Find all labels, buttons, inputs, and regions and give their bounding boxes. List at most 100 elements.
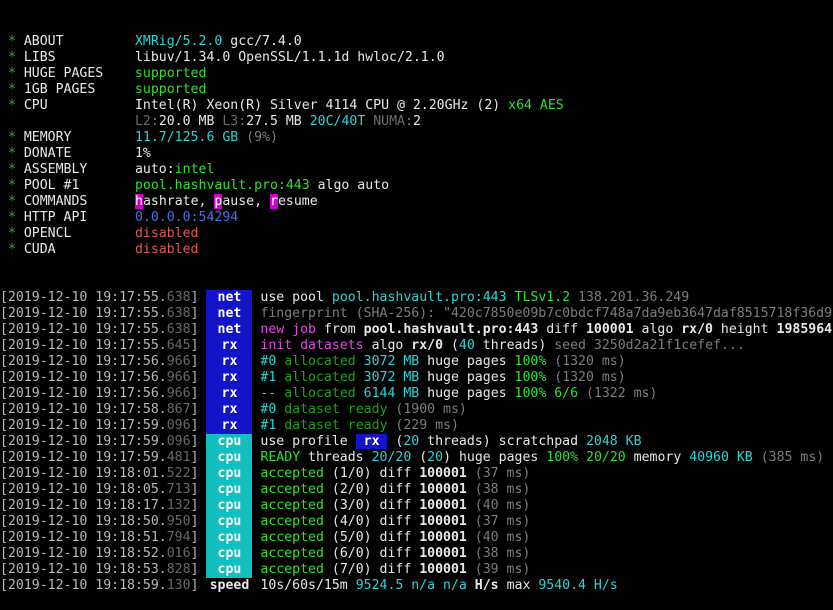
info-row: * CUDA disabled	[0, 242, 833, 258]
command-label-hashrate[interactable]: ashrate,	[142, 194, 215, 209]
l2-value: 20.0 MB	[158, 114, 223, 129]
log-timestamp: [2019-12-10 19:17:55.	[0, 306, 167, 321]
info-row: * 1GB PAGES supported	[0, 82, 833, 98]
cpu-model: Intel(R) Xeon(R) Silver 4114 CPU @ 2.20G…	[134, 98, 477, 113]
log-segment-3: diff	[538, 322, 586, 337]
log-segment-5: 100%	[514, 370, 547, 385]
log-timestamp-ms: 645	[166, 338, 191, 353]
bullet-icon: *	[0, 242, 24, 257]
command-label-resume[interactable]: esume	[277, 194, 318, 209]
log-segment-1: dataset ready	[276, 418, 388, 433]
log-segment-1: (5/0)	[323, 530, 372, 545]
log-segment-5: 100%	[514, 386, 547, 401]
log-timestamp-end: ]	[190, 514, 207, 529]
log-line: [2019-12-10 19:17:56.966] rx #1 allocate…	[0, 370, 833, 386]
log-line: [2019-12-10 19:18:52.016] cpu accepted (…	[0, 546, 833, 562]
log-segment-1: allocated	[276, 354, 364, 369]
log-segment-5: )	[443, 450, 452, 465]
log-segment-3: 138.201.36.249	[578, 290, 690, 305]
log-segment-4: 100001	[585, 322, 634, 337]
command-key-resume[interactable]: r	[270, 194, 278, 209]
info-row-label: LIBS	[23, 50, 135, 65]
log-timestamp-ms: 638	[166, 290, 191, 305]
log-timestamp-end: ]	[190, 498, 207, 513]
donate-value: 1%	[134, 146, 151, 161]
log-timestamp-end: ]	[190, 434, 207, 449]
bullet-icon: *	[0, 178, 24, 193]
log-timestamp-ms: 867	[166, 402, 191, 417]
command-key-hashrate[interactable]: h	[134, 194, 143, 209]
log-segment-3: 100001	[419, 498, 467, 513]
memory-percent: (9%)	[246, 130, 278, 145]
log-segment-3: (	[443, 338, 459, 353]
info-row: * LIBS libuv/1.34.0 OpenSSL/1.1.1d hwloc…	[0, 50, 833, 66]
log-segment-1: (7/0)	[323, 562, 372, 577]
bullet-icon: *	[0, 194, 24, 209]
log-segment-1: (4/0)	[323, 514, 372, 529]
log-timestamp: [2019-12-10 19:17:59.	[0, 418, 167, 433]
log-timestamp-ms: 966	[166, 386, 191, 401]
log-tag-cpu: cpu	[206, 434, 253, 450]
log-segment-2: n/a n/a	[403, 578, 475, 593]
log-timestamp-ms: 713	[166, 482, 191, 497]
log-timestamp-end: ]	[190, 402, 207, 417]
log-segment-3: 100001	[419, 482, 467, 497]
log-segment-2: diff	[371, 466, 420, 481]
log-timestamp-ms: 522	[166, 466, 191, 481]
log-segment-2: diff	[371, 562, 420, 577]
log-timestamp: [2019-12-10 19:18:52.	[0, 546, 167, 561]
http-api-address[interactable]: 0.0.0.0:54294	[134, 210, 239, 225]
log-segment-2: 3072	[363, 354, 396, 369]
log-segment-3: 20	[403, 434, 420, 449]
log-segment-0: accepted	[260, 546, 324, 561]
log-segment-3: MB	[395, 370, 420, 385]
log-segment-0: use pool	[260, 290, 332, 305]
log-timestamp-end: ]	[190, 578, 207, 593]
log-segment-0: accepted	[260, 562, 324, 577]
info-row-label: ABOUT	[23, 34, 135, 49]
log-segment-4: (38 ms)	[466, 482, 531, 497]
log-segment-5: scratchpad	[490, 434, 586, 449]
core-thread-count: 20C/40T	[309, 114, 374, 129]
log-segment-0: new job	[260, 322, 316, 337]
log-tag-cpu: cpu	[206, 562, 253, 578]
log-segment-3: MB	[395, 386, 420, 401]
log-segment-0: #0	[260, 354, 277, 369]
log-tag-gap	[252, 578, 260, 593]
log-line: [2019-12-10 19:17:55.638] net new job fr…	[0, 322, 833, 338]
log-timestamp-ms: 828	[166, 562, 191, 577]
log-timestamp: [2019-12-10 19:18:59.	[0, 578, 167, 593]
log-line: [2019-12-10 19:18:51.794] cpu accepted (…	[0, 530, 833, 546]
log-line: [2019-12-10 19:18:59.130] speed 10s/60s/…	[0, 578, 833, 594]
info-row-label: 1GB PAGES	[23, 82, 135, 97]
assembly-mode: auto:	[134, 162, 175, 177]
command-label-pause[interactable]: ause,	[222, 194, 270, 209]
command-key-pause[interactable]: p	[214, 194, 223, 209]
log-timestamp-end: ]	[190, 418, 207, 433]
terminal-window[interactable]: * ABOUT XMRig/5.2.0 gcc/7.4.0 * LIBS lib…	[0, 0, 833, 593]
bullet-icon: *	[0, 162, 24, 177]
log-segment-4: (37 ms)	[466, 514, 531, 529]
cpu-cache-row: L2:20.0 MB L3:27.5 MB 20C/40T NUMA:2	[0, 114, 833, 130]
about-compiler: gcc/7.4.0	[230, 34, 302, 49]
log-timestamp-end: ]	[190, 338, 207, 353]
log-segment-3: 100001	[419, 562, 467, 577]
log-segment-3: H/s	[474, 578, 499, 593]
log-segment-1: (3/0)	[323, 498, 372, 513]
log-tag-cpu: cpu	[206, 466, 253, 482]
log-segment-1: (2/0)	[323, 482, 372, 497]
log-segment-10: 40960 KB	[689, 450, 753, 465]
log-segment-9: memory	[625, 450, 690, 465]
log-segment-2: pool.hashvault.pro:443	[363, 322, 539, 337]
log-segment-1: threads	[300, 450, 372, 465]
log-timestamp-end: ]	[190, 322, 207, 337]
cpu-sockets: (2)	[476, 98, 509, 113]
bullet-icon: *	[0, 34, 24, 49]
log-timestamp-end: ]	[190, 482, 207, 497]
log-segment-1: allocated	[276, 386, 364, 401]
log-segment-2: diff	[371, 498, 420, 513]
log-timestamp-end: ]	[190, 290, 207, 305]
log-tag-cpu: cpu	[206, 450, 253, 466]
info-row: * ASSEMBLY auto:intel	[0, 162, 833, 178]
log-segment-2: (1900 ms)	[387, 402, 467, 417]
